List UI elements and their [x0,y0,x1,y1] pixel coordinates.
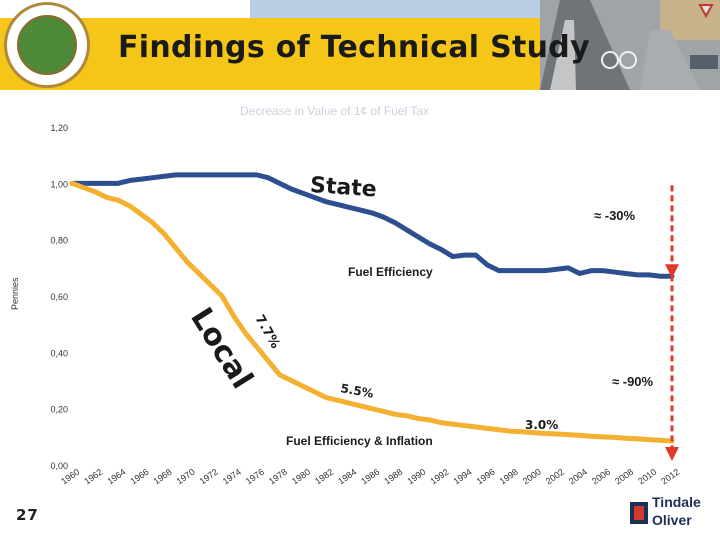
y-tick-label: 0,80 [50,236,68,246]
x-tick-label: 1980 [290,467,312,487]
y-tick-label: 0,60 [50,292,68,302]
x-tick-label: 1998 [498,467,520,487]
title-band [0,18,540,90]
pct-5-5-label: 5.5% [339,381,374,401]
bike-lane-photo [540,0,720,90]
x-tick-label: 1992 [428,467,450,487]
x-tick-label: 2012 [659,467,681,487]
fuel-efficiency-label: Fuel Efficiency [348,265,433,279]
x-tick-label: 2004 [567,467,589,487]
x-tick-label: 1968 [152,467,174,487]
x-tick-label: 1970 [175,467,197,487]
county-seal [4,2,90,88]
x-tick-label: 1986 [359,467,381,487]
x-tick-label: 2010 [636,467,658,487]
fuel-efficiency-inflation-label: Fuel Efficiency & Inflation [286,434,433,448]
change-markers [665,185,679,462]
x-tick-label: 2002 [544,467,566,487]
x-tick-label: 1996 [475,467,497,487]
x-tick-label: 2008 [613,467,635,487]
page-title: Findings of Technical Study [118,30,590,65]
x-tick-label: 1974 [221,467,243,487]
pct-3-0-label: 3.0% [525,418,558,432]
local-change-arrow-icon [665,447,679,462]
x-tick-label: 1982 [313,467,335,487]
x-tick-label: 1972 [198,467,220,487]
local-series-label: Local [183,302,259,395]
x-tick-label: 1994 [452,467,474,487]
logo-line2: Oliver [652,512,692,528]
header-accent-bar [250,0,550,18]
x-axis: 1960 1962 1964 1966 1968 1970 1972 1974 1976 1978… [59,467,681,487]
x-tick-label: 1988 [382,467,404,487]
x-tick-label: 1966 [128,467,150,487]
y-axis-label: Pennies [10,277,20,310]
x-tick-label: 1990 [405,467,427,487]
photo-illustration [540,0,720,90]
x-tick-label: 1984 [336,467,358,487]
x-tick-label: 1976 [244,467,266,487]
state-series-label: State [309,173,377,203]
x-tick-label: 1964 [105,467,127,487]
y-tick-label: 0,40 [50,348,68,358]
state-change-label: ≈ -30% [594,208,636,223]
x-tick-label: 2006 [590,467,612,487]
y-tick-label: 0,20 [50,405,68,415]
series-lines [69,172,675,444]
y-tick-label: 1,00 [50,179,68,189]
x-tick-label: 2000 [521,467,543,487]
logo-line1: Tindale [652,494,701,510]
y-tick-label: 1,20 [50,123,68,133]
x-tick-label: 1978 [267,467,289,487]
seal-emblem [17,15,77,75]
x-tick-label: 1962 [82,467,104,487]
page-number: 27 [16,506,39,524]
state-series-line [69,172,675,279]
chart-title: Decrease in Value of 1¢ of Fuel Tax [240,104,429,118]
company-logo: Tindale Oliver [628,494,714,534]
logo-mark-icon [630,502,648,524]
y-tick-label: 0,00 [50,461,68,471]
local-series-line [69,180,675,444]
local-change-label: ≈ -90% [612,374,654,389]
y-axis: 0,00 0,20 0,40 0,60 0,80 1,00 1,20 [50,123,68,471]
